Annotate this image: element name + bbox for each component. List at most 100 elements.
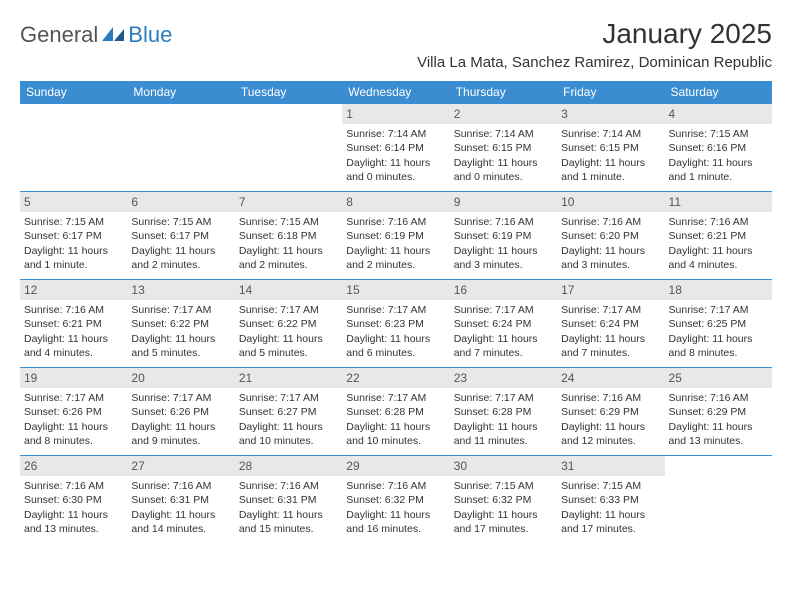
sunset-line: Sunset: 6:30 PM <box>24 493 123 507</box>
day-number: 23 <box>450 368 557 388</box>
day-cell: 4Sunrise: 7:15 AMSunset: 6:16 PMDaylight… <box>665 104 772 192</box>
day-number: 11 <box>665 192 772 212</box>
dow-header: Tuesday <box>235 81 342 104</box>
day-cell: 31Sunrise: 7:15 AMSunset: 6:33 PMDayligh… <box>557 456 664 544</box>
daylight-line: Daylight: 11 hours and 3 minutes. <box>561 244 660 272</box>
sunrise-line: Sunrise: 7:15 AM <box>454 479 553 493</box>
daylight-line: Daylight: 11 hours and 1 minute. <box>669 156 768 184</box>
day-cell: 30Sunrise: 7:15 AMSunset: 6:32 PMDayligh… <box>450 456 557 544</box>
sail-icon <box>102 27 124 43</box>
sunset-line: Sunset: 6:32 PM <box>346 493 445 507</box>
sunrise-line: Sunrise: 7:17 AM <box>239 391 338 405</box>
day-cell: 7Sunrise: 7:15 AMSunset: 6:18 PMDaylight… <box>235 192 342 280</box>
sunrise-line: Sunrise: 7:14 AM <box>346 127 445 141</box>
day-cell: 19Sunrise: 7:17 AMSunset: 6:26 PMDayligh… <box>20 368 127 456</box>
day-number: 20 <box>127 368 234 388</box>
sunset-line: Sunset: 6:21 PM <box>669 229 768 243</box>
sunset-line: Sunset: 6:29 PM <box>669 405 768 419</box>
daylight-line: Daylight: 11 hours and 5 minutes. <box>131 332 230 360</box>
dow-header: Sunday <box>20 81 127 104</box>
daylight-line: Daylight: 11 hours and 7 minutes. <box>454 332 553 360</box>
day-number: 30 <box>450 456 557 476</box>
daylight-line: Daylight: 11 hours and 2 minutes. <box>131 244 230 272</box>
sunrise-line: Sunrise: 7:16 AM <box>561 215 660 229</box>
day-number: 24 <box>557 368 664 388</box>
day-cell: 1Sunrise: 7:14 AMSunset: 6:14 PMDaylight… <box>342 104 449 192</box>
sunset-line: Sunset: 6:23 PM <box>346 317 445 331</box>
day-cell: 2 Sunrise: 7:14 AMSunset: 6:15 PMDaylight… <box>450 104 557 192</box>
calendar-row: 12Sunrise: 7:16 AMSunset: 6:21 PMDayligh… <box>20 280 772 368</box>
daylight-line: Daylight: 11 hours and 2 minutes. <box>346 244 445 272</box>
day-cell: 29Sunrise: 7:16 AMSunset: 6:32 PMDayligh… <box>342 456 449 544</box>
sunset-line: Sunset: 6:17 PM <box>131 229 230 243</box>
logo: General Blue <box>20 18 172 48</box>
day-cell: 24Sunrise: 7:16 AMSunset: 6:29 PMDayligh… <box>557 368 664 456</box>
sunrise-line: Sunrise: 7:17 AM <box>346 303 445 317</box>
sunrise-line: Sunrise: 7:16 AM <box>24 479 123 493</box>
calendar-body: 1Sunrise: 7:14 AMSunset: 6:14 PMDaylight… <box>20 104 772 544</box>
day-cell: 20Sunrise: 7:17 AMSunset: 6:26 PMDayligh… <box>127 368 234 456</box>
daylight-line: Daylight: 11 hours and 5 minutes. <box>239 332 338 360</box>
day-cell: 11 Sunrise: 7:16 AMSunset: 6:21 PMDayligh… <box>665 192 772 280</box>
sunrise-line: Sunrise: 7:17 AM <box>454 391 553 405</box>
location-text: Villa La Mata, Sanchez Ramirez, Dominica… <box>417 54 772 71</box>
sunrise-line: Sunrise: 7:14 AM <box>454 127 553 141</box>
day-cell: 5Sunrise: 7:15 AMSunset: 6:17 PMDaylight… <box>20 192 127 280</box>
days-of-week-row: SundayMondayTuesdayWednesdayThursdayFrid… <box>20 81 772 104</box>
daylight-line: Daylight: 11 hours and 0 minutes. <box>454 156 553 184</box>
day-cell: 3 Sunrise: 7:14 AMSunset: 6:15 PMDaylight… <box>557 104 664 192</box>
sunrise-line: Sunrise: 7:17 AM <box>454 303 553 317</box>
sunrise-line: Sunrise: 7:17 AM <box>131 303 230 317</box>
sunset-line: Sunset: 6:15 PM <box>454 141 553 155</box>
day-cell: 6Sunrise: 7:15 AMSunset: 6:17 PMDaylight… <box>127 192 234 280</box>
daylight-line: Daylight: 11 hours and 7 minutes. <box>561 332 660 360</box>
sunset-line: Sunset: 6:31 PM <box>239 493 338 507</box>
day-cell: 26Sunrise: 7:16 AMSunset: 6:30 PMDayligh… <box>20 456 127 544</box>
day-cell: 17Sunrise: 7:17 AMSunset: 6:24 PMDayligh… <box>557 280 664 368</box>
sunrise-line: Sunrise: 7:16 AM <box>669 391 768 405</box>
sunset-line: Sunset: 6:26 PM <box>131 405 230 419</box>
sunrise-line: Sunrise: 7:17 AM <box>346 391 445 405</box>
day-cell: 16 Sunrise: 7:17 AMSunset: 6:24 PMDayligh… <box>450 280 557 368</box>
day-number: 29 <box>342 456 449 476</box>
day-cell: 10Sunrise: 7:16 AMSunset: 6:20 PMDayligh… <box>557 192 664 280</box>
daylight-line: Daylight: 11 hours and 9 minutes. <box>131 420 230 448</box>
logo-text-blue: Blue <box>128 22 172 48</box>
sunrise-line: Sunrise: 7:15 AM <box>131 215 230 229</box>
day-number: 14 <box>235 280 342 300</box>
daylight-line: Daylight: 11 hours and 1 minute. <box>561 156 660 184</box>
day-number: 4 <box>665 104 772 124</box>
day-cell: 14Sunrise: 7:17 AMSunset: 6:22 PMDayligh… <box>235 280 342 368</box>
sunset-line: Sunset: 6:28 PM <box>454 405 553 419</box>
daylight-line: Daylight: 11 hours and 4 minutes. <box>669 244 768 272</box>
day-cell: 28Sunrise: 7:16 AMSunset: 6:31 PMDayligh… <box>235 456 342 544</box>
sunset-line: Sunset: 6:15 PM <box>561 141 660 155</box>
calendar-row: 5Sunrise: 7:15 AMSunset: 6:17 PMDaylight… <box>20 192 772 280</box>
daylight-line: Daylight: 11 hours and 8 minutes. <box>669 332 768 360</box>
day-number: 25 <box>665 368 772 388</box>
day-number: 1 <box>342 104 449 124</box>
daylight-line: Daylight: 11 hours and 6 minutes. <box>346 332 445 360</box>
sunrise-line: Sunrise: 7:16 AM <box>669 215 768 229</box>
daylight-line: Daylight: 11 hours and 1 minute. <box>24 244 123 272</box>
sunset-line: Sunset: 6:24 PM <box>561 317 660 331</box>
logo-text-general: General <box>20 22 98 48</box>
sunset-line: Sunset: 6:24 PM <box>454 317 553 331</box>
sunrise-line: Sunrise: 7:15 AM <box>24 215 123 229</box>
sunset-line: Sunset: 6:22 PM <box>239 317 338 331</box>
daylight-line: Daylight: 11 hours and 17 minutes. <box>561 508 660 536</box>
day-number: 27 <box>127 456 234 476</box>
dow-header: Friday <box>557 81 664 104</box>
day-cell: 18Sunrise: 7:17 AMSunset: 6:25 PMDayligh… <box>665 280 772 368</box>
sunrise-line: Sunrise: 7:14 AM <box>561 127 660 141</box>
day-number: 16 <box>450 280 557 300</box>
day-number: 7 <box>235 192 342 212</box>
sunrise-line: Sunrise: 7:16 AM <box>239 479 338 493</box>
day-number: 2 <box>450 104 557 124</box>
sunrise-line: Sunrise: 7:17 AM <box>24 391 123 405</box>
day-cell: 25Sunrise: 7:16 AMSunset: 6:29 PMDayligh… <box>665 368 772 456</box>
daylight-line: Daylight: 11 hours and 15 minutes. <box>239 508 338 536</box>
day-number: 3 <box>557 104 664 124</box>
sunset-line: Sunset: 6:19 PM <box>346 229 445 243</box>
calendar-table: SundayMondayTuesdayWednesdayThursdayFrid… <box>20 81 772 544</box>
